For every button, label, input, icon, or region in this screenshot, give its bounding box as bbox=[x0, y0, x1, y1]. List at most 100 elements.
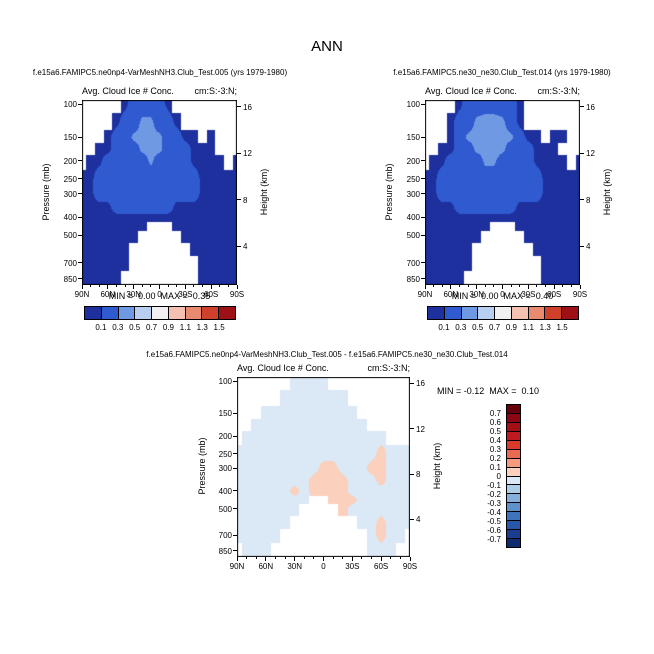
pressure-tick-label: 400 bbox=[406, 213, 420, 223]
x-minor-tick-mark bbox=[246, 557, 248, 559]
height-tick-mark bbox=[580, 152, 584, 154]
x-tick-label: 60N bbox=[258, 562, 274, 571]
x-tick-mark bbox=[450, 285, 452, 289]
x-tick-mark bbox=[527, 285, 529, 289]
panel-diff-minmax: MIN = -0.12 MAX = 0.10 bbox=[437, 386, 540, 396]
colorbar-label: 0.3 bbox=[489, 445, 501, 454]
colorbar-label: -0.7 bbox=[487, 535, 501, 544]
panel-right-title: f.e15a6.FAMIPC5.ne30_ne30.Club_Test.014 … bbox=[393, 68, 611, 77]
x-tick-label: 30N bbox=[126, 290, 141, 299]
colorbar-label: 0.9 bbox=[505, 323, 517, 332]
colorbar-box bbox=[152, 307, 169, 319]
colorbar-box bbox=[511, 307, 529, 319]
pressure-tick-mark bbox=[421, 278, 425, 280]
pressure-tick-label: 150 bbox=[218, 409, 232, 419]
x-tick-label: 90N bbox=[74, 290, 90, 299]
panel-diff-subhead: Avg. Cloud Ice # Conc. cm:S:-3:N; bbox=[237, 363, 410, 373]
panel-right-field-label: Avg. Cloud Ice # Conc. bbox=[425, 86, 517, 96]
height-tick-label: 8 bbox=[416, 470, 421, 480]
colorbar-box bbox=[507, 440, 520, 450]
x-tick-mark bbox=[236, 557, 238, 561]
pressure-tick-label: 300 bbox=[406, 189, 420, 199]
panel-left-field-label: Avg. Cloud Ice # Conc. bbox=[82, 86, 174, 96]
colorbar-box bbox=[507, 422, 520, 432]
diff-colorbar bbox=[506, 404, 521, 548]
x-tick-mark bbox=[265, 557, 267, 561]
x-minor-tick-mark bbox=[115, 285, 117, 287]
colorbar-box bbox=[507, 521, 520, 531]
x-tick-mark bbox=[133, 285, 135, 289]
pressure-tick-label: 850 bbox=[406, 274, 420, 284]
colorbar-label: 0.6 bbox=[489, 418, 501, 427]
colorbar-box bbox=[562, 307, 579, 319]
x-tick-label: 60S bbox=[204, 290, 219, 299]
height-tick-mark bbox=[410, 428, 414, 430]
pressure-tick-label: 200 bbox=[406, 156, 420, 166]
colorbar-box bbox=[219, 307, 236, 319]
pressure-tick-mark bbox=[421, 178, 425, 180]
height-tick-mark bbox=[580, 245, 584, 247]
x-minor-tick-mark bbox=[98, 285, 100, 287]
colorbar-box bbox=[202, 307, 220, 319]
colorbar-box bbox=[85, 307, 102, 319]
x-tick-mark bbox=[380, 557, 382, 561]
x-minor-tick-mark bbox=[441, 285, 443, 287]
colorbar-label: 1.1 bbox=[522, 323, 534, 332]
colorbar-label: 1.5 bbox=[213, 323, 225, 332]
pressure-tick-label: 850 bbox=[218, 546, 232, 556]
pressure-tick-mark bbox=[421, 262, 425, 264]
height-tick-label: 8 bbox=[586, 195, 591, 205]
x-minor-tick-mark bbox=[562, 285, 564, 287]
colorbar-label: 0.7 bbox=[488, 323, 501, 332]
colorbar-box bbox=[507, 485, 520, 495]
colorbar-box bbox=[101, 307, 119, 319]
x-minor-tick-mark bbox=[284, 557, 286, 559]
colorbar-box bbox=[428, 307, 445, 319]
x-minor-tick-mark bbox=[510, 285, 512, 287]
x-minor-tick-mark bbox=[399, 557, 401, 559]
x-tick-mark bbox=[107, 285, 109, 289]
pressure-tick-label: 700 bbox=[218, 531, 232, 541]
x-minor-tick-mark bbox=[433, 285, 435, 287]
colorbar-label: 0.2 bbox=[489, 454, 501, 463]
pressure-tick-label: 400 bbox=[63, 213, 77, 223]
colorbar-label: 0.3 bbox=[455, 323, 467, 332]
x-minor-tick-mark bbox=[467, 285, 469, 287]
colorbar-box bbox=[118, 307, 136, 319]
colorbar-box bbox=[507, 530, 520, 540]
height-tick-mark bbox=[410, 518, 414, 520]
x-minor-tick-mark bbox=[493, 285, 495, 287]
colorbar-label: -0.3 bbox=[487, 499, 501, 508]
height-tick-label: 16 bbox=[243, 102, 252, 112]
colorbar-label: -0.6 bbox=[487, 526, 501, 535]
x-tick-mark bbox=[476, 285, 478, 289]
x-tick-label: 0 bbox=[157, 290, 162, 299]
height-tick-mark bbox=[237, 106, 241, 108]
pressure-tick-label: 700 bbox=[63, 258, 77, 268]
colorbar-label: 0.7 bbox=[489, 409, 501, 418]
panel-right-minmax: MIN = 0.00 MAX = 0.40 bbox=[451, 291, 554, 301]
x-minor-tick-mark bbox=[150, 285, 152, 287]
x-minor-tick-mark bbox=[570, 285, 572, 287]
x-minor-tick-mark bbox=[303, 557, 305, 559]
x-tick-label: 30N bbox=[287, 562, 302, 571]
height-tick-label: 8 bbox=[243, 195, 248, 205]
x-tick-label: 60N bbox=[100, 290, 116, 299]
pressure-tick-label: 500 bbox=[406, 231, 420, 241]
height-tick-mark bbox=[580, 199, 584, 201]
x-tick-label: 30S bbox=[521, 290, 536, 299]
panel-diff-units-label: cm:S:-3:N; bbox=[367, 363, 410, 373]
x-tick-label: 0 bbox=[321, 562, 326, 571]
pressure-tick-mark bbox=[78, 160, 82, 162]
panel-diff-title: f.e15a6.FAMIPC5.ne0np4-VarMeshNH3.Club_T… bbox=[146, 350, 508, 359]
x-minor-tick-mark bbox=[342, 557, 344, 559]
x-minor-tick-mark bbox=[255, 557, 257, 559]
pressure-tick-mark bbox=[421, 160, 425, 162]
pressure-tick-label: 100 bbox=[218, 377, 232, 387]
pressure-tick-label: 200 bbox=[218, 432, 232, 442]
pressure-tick-label: 100 bbox=[63, 100, 77, 110]
x-minor-tick-mark bbox=[202, 285, 204, 287]
panel-right-subhead: Avg. Cloud Ice # Conc. cm:S:-3:N; bbox=[425, 86, 580, 96]
colorbar-box bbox=[507, 503, 520, 513]
pressure-tick-label: 150 bbox=[406, 133, 420, 143]
